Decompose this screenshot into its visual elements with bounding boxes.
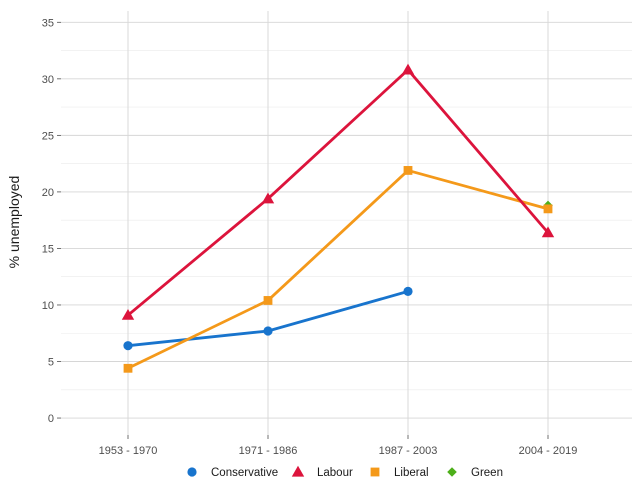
legend-key-liberal	[370, 467, 380, 477]
x-tick-label: 1971 - 1986	[239, 445, 298, 457]
x-axis-ticks: 1953 - 1970 1971 - 1986 1987 - 2003 2004 - …	[99, 435, 578, 457]
legend-key-conservative	[187, 467, 197, 477]
data-point-conservative	[263, 326, 273, 336]
data-point-labour	[401, 63, 415, 75]
series-line-labour	[126, 68, 550, 317]
legend-key-labour	[291, 465, 305, 477]
legend-key-green	[447, 467, 457, 477]
legend-item-conservative: Conservative	[187, 467, 278, 479]
legend-label: Liberal	[394, 467, 429, 479]
y-tick-label: 20	[42, 187, 54, 199]
data-point-labour	[541, 226, 555, 238]
data-point-labour	[261, 192, 275, 204]
y-tick-label: 5	[48, 357, 54, 369]
minor-gridlines	[61, 50, 632, 391]
major-gridlines	[61, 11, 632, 435]
legend-item-labour: Labour	[291, 465, 353, 479]
legend-item-green: Green	[447, 467, 503, 479]
series-line-liberal	[126, 169, 550, 370]
legend-label: Conservative	[211, 467, 278, 479]
y-tick-label: 25	[42, 130, 54, 142]
data-point-liberal	[403, 166, 413, 175]
y-tick-label: 10	[42, 300, 54, 312]
data-point-conservative	[403, 286, 413, 297]
y-axis-ticks: 0 5 10 15 20 25 30 35	[42, 17, 61, 425]
x-tick-label: 1987 - 2003	[379, 445, 438, 457]
y-axis-label: % unemployed	[6, 176, 22, 269]
x-tick-label: 2004 - 2019	[519, 445, 578, 457]
x-tick-label: 1953 - 1970	[99, 445, 158, 457]
series-lines	[126, 68, 550, 370]
data-point-conservative	[123, 341, 133, 351]
legend: Conservative Labour Liberal Green	[187, 465, 503, 479]
data-point-liberal	[263, 296, 273, 305]
legend-label: Green	[471, 467, 503, 479]
legend-label: Labour	[317, 467, 353, 479]
data-point-liberal	[123, 363, 133, 373]
y-tick-label: 30	[42, 74, 54, 86]
data-point-labour	[121, 308, 135, 320]
legend-item-liberal: Liberal	[370, 467, 429, 479]
y-tick-label: 15	[42, 243, 54, 255]
data-point-liberal	[543, 204, 553, 214]
series-points	[121, 63, 555, 373]
y-tick-label: 35	[42, 17, 54, 29]
y-tick-label: 0	[48, 413, 54, 425]
